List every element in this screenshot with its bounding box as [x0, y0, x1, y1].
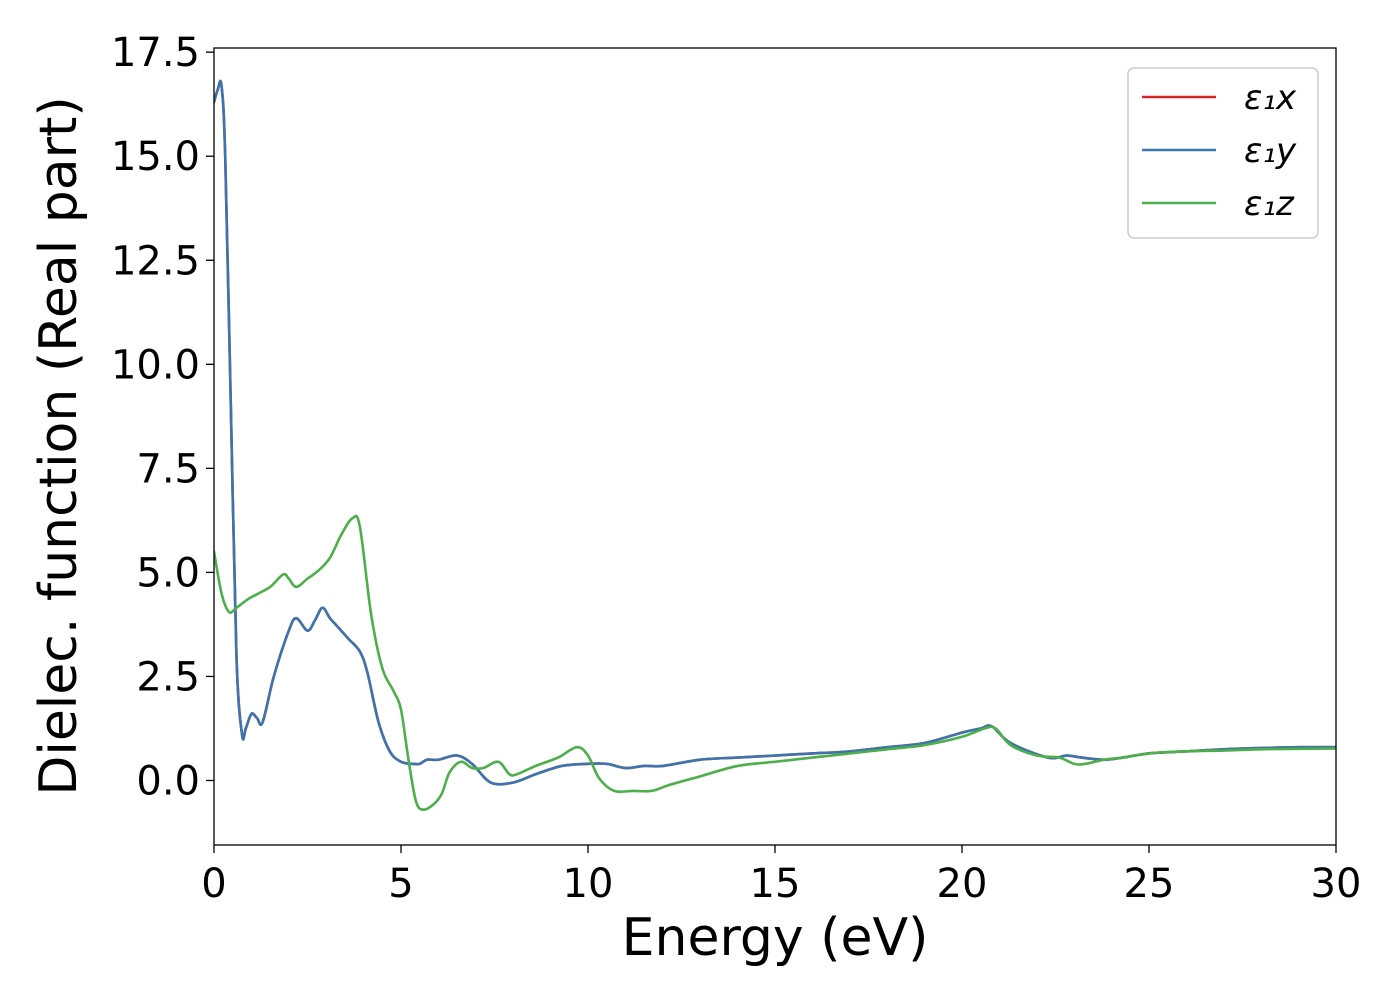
x-tick-label: 30	[1311, 861, 1362, 907]
y-tick-label: 5.0	[136, 550, 200, 596]
x-tick-label: 15	[750, 861, 801, 907]
y-tick-label: 17.5	[111, 30, 200, 76]
y-tick-label: 10.0	[111, 342, 200, 388]
series-line-e1y	[214, 79, 1336, 786]
legend-item-e1y: ε₁y	[1244, 131, 1297, 171]
y-tick-label: 15.0	[111, 134, 200, 180]
x-tick-label: 10	[563, 861, 614, 907]
legend-item-e1x: ε₁x	[1244, 78, 1297, 118]
y-tick-label: 2.5	[136, 654, 200, 700]
y-axis-ticks: 0.0 2.5 5.0 7.5 10.0 12.5 15.0 17.5	[111, 30, 214, 804]
x-axis-label: Energy (eV)	[622, 908, 929, 968]
legend-item-e1z: ε₁z	[1244, 184, 1295, 224]
legend-box	[1127, 67, 1319, 239]
x-tick-label: 5	[388, 861, 413, 907]
series-line-e1z	[214, 514, 1336, 811]
y-tick-label: 0.0	[136, 758, 200, 804]
legend: ε₁x ε₁y ε₁z	[1127, 67, 1319, 239]
x-tick-label: 20	[937, 861, 988, 907]
x-tick-label: 0	[201, 861, 226, 907]
y-tick-label: 7.5	[136, 446, 200, 492]
y-tick-label: 12.5	[111, 238, 200, 284]
series-layer	[214, 79, 1336, 811]
x-tick-label: 25	[1124, 861, 1175, 907]
x-axis-ticks: 0 5 10 15 20 25 30	[201, 845, 1361, 907]
y-axis-label: Dielec. function (Real part)	[29, 96, 89, 795]
